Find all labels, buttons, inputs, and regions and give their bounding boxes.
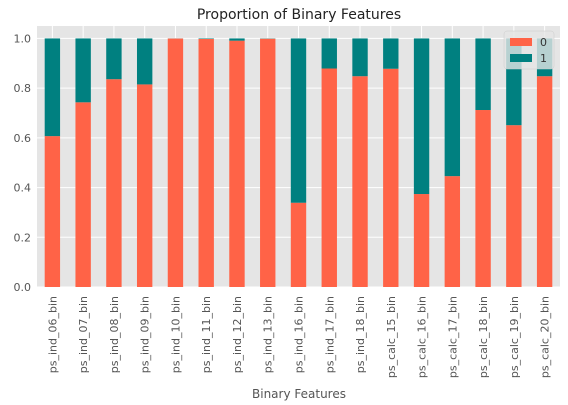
bar-ps_ind_12_bin-series-1 (229, 38, 244, 40)
bar-ps_ind_09_bin-series-0 (137, 84, 152, 287)
bars (45, 38, 553, 287)
x-tick-label: ps_calc_20_bin (539, 296, 552, 378)
bar-ps_ind_18_bin-series-1 (352, 38, 367, 76)
x-tick-label: ps_ind_10_bin (169, 296, 182, 373)
bar-ps_ind_08_bin-series-1 (106, 38, 121, 79)
x-tick-label: ps_ind_11_bin (200, 296, 213, 373)
x-tick-label: ps_ind_13_bin (262, 296, 275, 373)
bar-ps_ind_13_bin-series-0 (260, 39, 275, 287)
y-tick-label: 0.0 (14, 281, 32, 294)
x-axis-ticks: ps_ind_06_bin ps_ind_07_bin ps_ind_08_bin p… (46, 296, 551, 378)
x-tick-label: ps_ind_07_bin (77, 296, 90, 373)
legend-label: 0 (540, 36, 547, 49)
legend-swatch-1 (510, 54, 532, 62)
bar-ps_calc_15_bin-series-0 (383, 69, 398, 287)
bar-ps_calc_16_bin-series-1 (414, 38, 429, 194)
y-tick-label: 0.8 (14, 82, 32, 95)
x-tick-label: ps_calc_17_bin (446, 296, 459, 378)
bar-ps_ind_06_bin-series-1 (45, 38, 60, 136)
bar-ps_calc_18_bin-series-1 (475, 38, 490, 110)
x-tick-label: ps_ind_16_bin (293, 296, 306, 373)
bar-ps_calc_17_bin-series-0 (445, 176, 460, 287)
y-tick-label: 0.4 (14, 182, 32, 195)
bar-ps_ind_07_bin-series-1 (75, 38, 90, 102)
chart-title: Proportion of Binary Features (197, 7, 401, 23)
bar-ps_ind_06_bin-series-0 (45, 136, 60, 287)
bar-ps_ind_16_bin-series-1 (291, 38, 306, 202)
x-tick-label: ps_calc_19_bin (508, 296, 521, 378)
bar-ps_calc_20_bin-series-0 (537, 76, 552, 287)
bar-ps_ind_08_bin-series-0 (106, 79, 121, 287)
bar-ps_calc_18_bin-series-0 (475, 110, 490, 287)
bar-ps_ind_17_bin-series-1 (322, 38, 337, 68)
x-tick-label: ps_ind_17_bin (323, 296, 336, 373)
x-tick-label: ps_ind_18_bin (354, 296, 367, 373)
legend: 01 (504, 31, 554, 69)
y-tick-label: 0.2 (14, 231, 32, 244)
bar-ps_ind_17_bin-series-0 (322, 69, 337, 287)
legend-swatch-0 (510, 38, 532, 46)
x-tick-label: ps_ind_09_bin (139, 296, 152, 373)
bar-ps_ind_07_bin-series-0 (75, 102, 90, 287)
y-tick-label: 1.0 (14, 32, 32, 45)
bar-ps_ind_16_bin-series-0 (291, 203, 306, 287)
bar-ps_ind_18_bin-series-0 (352, 76, 367, 287)
x-axis-label: Binary Features (252, 387, 346, 401)
x-tick-label: ps_calc_18_bin (477, 296, 490, 378)
x-tick-label: ps_calc_15_bin (385, 296, 398, 378)
bar-ps_calc_16_bin-series-0 (414, 194, 429, 287)
bar-ps_calc_19_bin-series-0 (506, 125, 521, 287)
x-tick-label: ps_ind_12_bin (231, 296, 244, 373)
bar-ps_calc_17_bin-series-1 (445, 38, 460, 176)
x-tick-label: ps_calc_16_bin (416, 296, 429, 378)
bar-ps_ind_11_bin-series-0 (199, 39, 214, 287)
y-axis-ticks: 0.0 0.2 0.4 0.6 0.8 1.0 (14, 32, 32, 294)
bar-ps_calc_15_bin-series-1 (383, 38, 398, 68)
y-tick-label: 0.6 (14, 132, 32, 145)
bar-ps_ind_10_bin-series-0 (168, 39, 183, 287)
legend-label: 1 (540, 52, 547, 65)
x-tick-label: ps_ind_06_bin (46, 296, 59, 373)
x-tick-label: ps_ind_08_bin (108, 296, 121, 373)
bar-ps_ind_12_bin-series-0 (229, 41, 244, 287)
bar-ps_ind_09_bin-series-1 (137, 38, 152, 84)
